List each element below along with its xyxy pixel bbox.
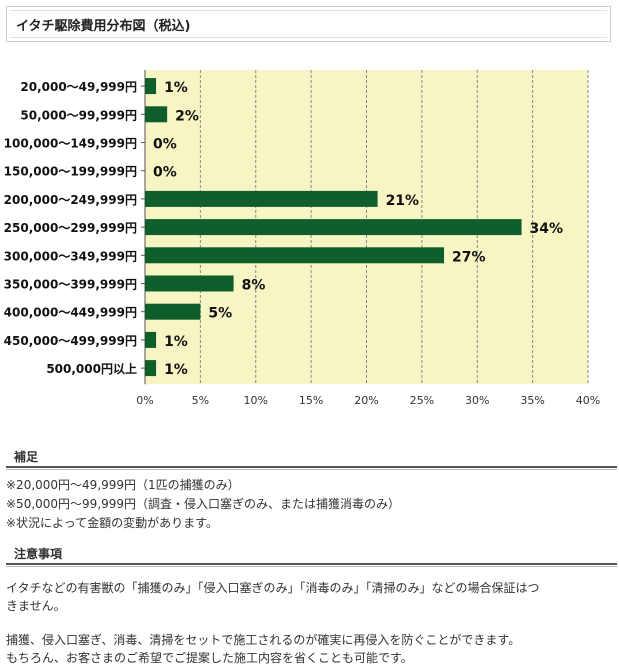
bar: [145, 190, 378, 207]
value-label: 1%: [164, 334, 188, 350]
supplement-line: ※状況によって金額の変動があります。: [6, 516, 218, 530]
x-tick-label: 0%: [136, 394, 153, 407]
category-label: 50,000～99,999円: [20, 108, 137, 122]
bar: [145, 106, 168, 123]
x-tick-label: 10%: [244, 394, 268, 407]
category-label: 200,000～249,999円: [4, 193, 137, 207]
bar-chart: 0% 5% 10% 15% 20% 25% 30% 35% 40% 20,000～49,999円 1…: [4, 70, 600, 407]
caution-heading: 注意事項: [6, 545, 617, 567]
category-label: 150,000～199,999円: [4, 165, 137, 179]
category-label: 100,000～149,999円: [4, 137, 137, 151]
value-label: 5%: [208, 306, 232, 322]
chart-title: イタチ駆除費用分布図（税込): [16, 19, 191, 34]
value-label: 8%: [242, 278, 266, 294]
value-label: 0%: [153, 165, 177, 181]
x-tick-label: 15%: [299, 394, 323, 407]
value-label: 27%: [452, 249, 486, 265]
value-label: 1%: [164, 80, 188, 96]
x-tick-label: 5%: [192, 394, 209, 407]
category-label: 350,000～399,999円: [4, 278, 137, 292]
category-label: 20,000～49,999円: [20, 80, 137, 94]
supplement-heading: 補足: [6, 448, 617, 470]
category-label: 300,000～349,999円: [4, 249, 137, 263]
chart-title-box: イタチ駆除費用分布図（税込): [6, 6, 611, 42]
bar: [145, 331, 157, 348]
supplement-line: ※50,000円～99,999円（調査・侵入口塞ぎのみ、または捕獲消毒のみ）: [6, 497, 401, 511]
x-tick-label: 30%: [465, 394, 489, 407]
supplement-heading-text: 補足: [14, 450, 39, 464]
x-tick-label: 25%: [410, 394, 434, 407]
caution-line: 捕獲、侵入口塞ぎ、消毒、清掃をセットで施工されるのが確実に再侵入を防ぐことができ…: [6, 633, 521, 647]
category-label: 450,000～499,999円: [4, 334, 137, 348]
caution-line: きません。: [6, 599, 66, 613]
value-label: 2%: [175, 108, 199, 124]
bar: [145, 78, 157, 95]
x-tick-label: 35%: [520, 394, 544, 407]
x-tick-label: 20%: [354, 394, 378, 407]
value-label: 0%: [153, 137, 177, 153]
supplement-line: ※20,000円～49,999円（1匹の捕獲のみ）: [6, 478, 240, 492]
title-inner-frame: [10, 10, 607, 38]
bar: [145, 360, 157, 377]
x-tick-label: 40%: [576, 394, 600, 407]
category-label: 500,000円以上: [46, 361, 137, 376]
bar: [145, 275, 234, 292]
category-label: 250,000～299,999円: [4, 221, 137, 235]
bar: [145, 303, 201, 320]
category-label: 400,000～449,999円: [4, 306, 137, 320]
caution-line: もちろん、お客さまのご希望でご提案した施工内容を省くことも可能です。: [6, 651, 413, 665]
bar: [145, 247, 445, 264]
value-label: 21%: [386, 193, 420, 209]
value-label: 1%: [164, 362, 188, 378]
value-label: 34%: [530, 221, 564, 237]
caution-heading-text: 注意事項: [14, 547, 63, 561]
bar: [145, 219, 522, 236]
caution-line: イタチなどの有害獣の「捕獲のみ」「侵入口塞ぎのみ」「消毒のみ」「清掃のみ」などの…: [6, 581, 540, 595]
